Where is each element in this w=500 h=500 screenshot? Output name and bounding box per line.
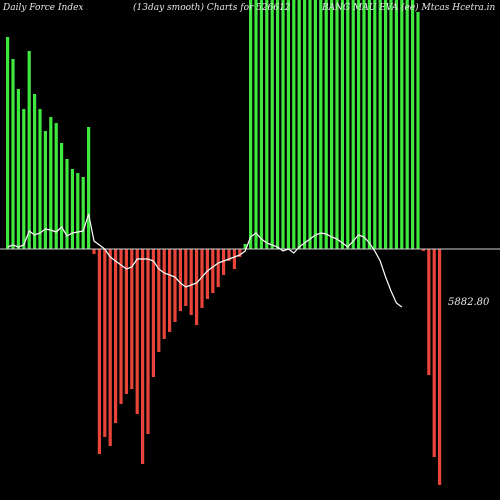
force-bar xyxy=(438,249,442,485)
force-bar xyxy=(286,0,290,249)
chart-title: Daily Force Index xyxy=(3,3,84,13)
force-bar xyxy=(70,169,74,249)
force-bar xyxy=(411,0,415,249)
force-bar xyxy=(92,249,96,254)
force-bar xyxy=(373,0,377,249)
force-bar xyxy=(362,0,366,249)
force-bar xyxy=(297,0,301,249)
force-bar xyxy=(22,109,26,249)
force-bar xyxy=(49,117,53,249)
force-bar xyxy=(281,0,285,249)
force-bar xyxy=(27,51,31,249)
chart-subtitle: (13day smooth) Charts for 526612 xyxy=(133,3,291,13)
force-bar xyxy=(313,0,317,249)
force-bar xyxy=(319,0,323,249)
force-bar xyxy=(400,0,404,249)
force-bar xyxy=(222,249,226,275)
force-bar xyxy=(108,249,112,446)
force-bar xyxy=(394,0,398,249)
force-bar xyxy=(173,249,177,322)
force-bar xyxy=(11,59,15,249)
force-bar xyxy=(243,244,247,249)
last-value-label: 5882.80 xyxy=(448,297,490,308)
force-bar xyxy=(249,0,253,249)
force-bar xyxy=(141,249,145,464)
bar-series xyxy=(6,0,442,485)
force-bar xyxy=(178,249,182,311)
force-bar xyxy=(195,249,199,325)
force-bar xyxy=(421,249,425,251)
force-bar xyxy=(384,0,388,249)
force-bar xyxy=(184,249,188,306)
source-label: BANG MAU EVA (ee) Mtcas Hcetra.in xyxy=(322,3,496,13)
force-bar xyxy=(146,249,150,434)
force-bar xyxy=(135,249,139,414)
force-bar xyxy=(227,249,231,261)
force-bar xyxy=(259,0,263,249)
force-bar xyxy=(157,249,161,352)
force-bar xyxy=(130,249,134,389)
force-bar xyxy=(33,94,37,249)
force-bar xyxy=(303,0,307,249)
force-bar xyxy=(151,249,155,377)
force-bar xyxy=(211,249,215,293)
force-bar xyxy=(335,0,339,249)
force-bar xyxy=(367,0,371,249)
force-bar xyxy=(103,249,107,437)
force-bar xyxy=(330,0,334,249)
force-bar xyxy=(119,249,123,404)
force-bar xyxy=(216,249,220,287)
force-bar xyxy=(270,0,274,249)
force-bar xyxy=(87,127,91,249)
force-bar xyxy=(405,0,409,249)
force-bar xyxy=(124,249,128,394)
force-bar xyxy=(232,249,236,269)
force-bar xyxy=(114,249,118,423)
force-bar xyxy=(162,249,166,339)
force-bar xyxy=(389,0,393,249)
force-bar xyxy=(351,0,355,249)
force-bar xyxy=(81,177,85,249)
force-bar xyxy=(76,173,80,249)
force-bar xyxy=(357,0,361,249)
force-bar xyxy=(200,249,204,308)
force-bar xyxy=(265,0,269,249)
force-bar xyxy=(346,0,350,249)
smooth-line xyxy=(7,213,403,308)
force-bar xyxy=(205,249,209,299)
force-bar xyxy=(378,0,382,249)
force-bar xyxy=(427,249,431,375)
force-bar xyxy=(97,249,101,454)
force-bar xyxy=(254,0,258,249)
force-bar xyxy=(340,0,344,249)
force-bar xyxy=(324,0,328,249)
force-bar xyxy=(43,131,47,249)
force-bar xyxy=(416,12,420,249)
force-bar xyxy=(238,249,242,257)
force-bar xyxy=(292,0,296,249)
force-bar xyxy=(6,37,10,249)
force-bar xyxy=(276,0,280,249)
force-bar xyxy=(54,123,58,249)
force-bar xyxy=(432,249,436,457)
force-bar xyxy=(189,249,193,315)
force-bar xyxy=(38,109,42,249)
force-bar xyxy=(65,159,69,249)
force-bar xyxy=(60,143,64,249)
force-bar xyxy=(168,249,172,332)
force-bar xyxy=(308,0,312,249)
force-bar xyxy=(16,89,20,249)
